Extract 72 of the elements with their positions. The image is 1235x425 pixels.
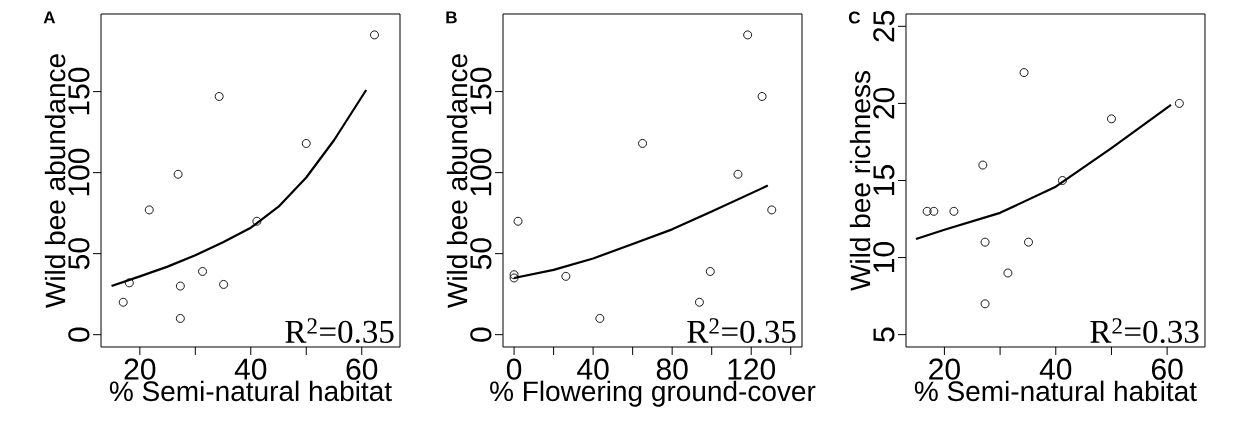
point [694, 297, 704, 307]
y-tick-label: 25 [873, 10, 895, 42]
y-tick-label: 0 [68, 327, 90, 342]
y-tick-label: 150 [68, 67, 90, 115]
point [173, 169, 183, 179]
point [301, 139, 311, 148]
point [767, 205, 777, 215]
point [978, 160, 988, 170]
point [980, 237, 990, 247]
chart-title: B [446, 11, 457, 24]
point [757, 92, 767, 101]
y-tick-label: 100 [470, 148, 492, 196]
point [219, 279, 229, 289]
y-tick-label: 100 [68, 148, 90, 196]
point [252, 216, 262, 226]
y-tick-label: 50 [68, 238, 90, 270]
point [370, 30, 379, 40]
point [144, 205, 154, 215]
point [1024, 237, 1033, 247]
x-tick-label: 20 [124, 358, 156, 380]
point [733, 169, 743, 179]
point [513, 216, 523, 226]
point [595, 314, 605, 323]
point [1019, 68, 1029, 78]
x-tick-label: 20 [929, 358, 960, 380]
point [124, 278, 134, 288]
y-axis-title: Wild bee abundance [446, 54, 468, 309]
x-tick-label: 0 [506, 358, 522, 380]
y-tick-label: 20 [873, 87, 895, 119]
x-axis-title: % Semi-natural habitat [914, 380, 1197, 402]
annotation: R$^{2}$=0.35 [285, 318, 394, 344]
point [1058, 176, 1067, 185]
line-series [110, 88, 368, 288]
y-axis-title: Wild bee abundance [44, 54, 66, 309]
chart-title: A [43, 11, 56, 24]
x-tick-label: 40 [234, 358, 267, 380]
y-tick-label: 150 [470, 67, 492, 115]
point [980, 299, 990, 309]
point [198, 267, 207, 276]
x-tick-label: 40 [577, 358, 609, 380]
point [1107, 114, 1116, 124]
point [743, 30, 753, 40]
y-tick-label: 5 [873, 327, 895, 342]
x-tick-label: 120 [728, 358, 776, 380]
point [705, 267, 715, 276]
annotation: R$^{2}$=0.33 [1090, 318, 1199, 344]
point [118, 297, 128, 307]
x-tick-label: 80 [656, 358, 688, 380]
y-tick-label: 50 [470, 238, 492, 270]
x-axis-title: % Flowering ground-cover [490, 380, 816, 407]
line-series [512, 184, 769, 280]
y-tick-label: 15 [873, 165, 895, 195]
x-axis-title: % Semi-natural habitat [109, 380, 392, 402]
point [214, 92, 224, 101]
y-axis-title: Wild bee richness [849, 71, 871, 291]
point [1003, 268, 1013, 278]
x-tick-label: 60 [346, 358, 378, 380]
point [949, 206, 959, 216]
point [922, 206, 932, 216]
point [638, 139, 647, 148]
y-tick-label: 0 [470, 327, 492, 342]
x-tick-label: 40 [1039, 358, 1072, 380]
chart-title: C [848, 11, 861, 24]
point [1174, 98, 1184, 108]
annotation: R$^{2}$=0.35 [687, 318, 796, 344]
point [175, 281, 185, 291]
point [929, 206, 939, 216]
line-series [914, 103, 1173, 241]
point [561, 271, 571, 281]
x-tick-label: 60 [1151, 358, 1183, 380]
point [175, 314, 185, 323]
y-tick-label: 10 [873, 242, 895, 272]
